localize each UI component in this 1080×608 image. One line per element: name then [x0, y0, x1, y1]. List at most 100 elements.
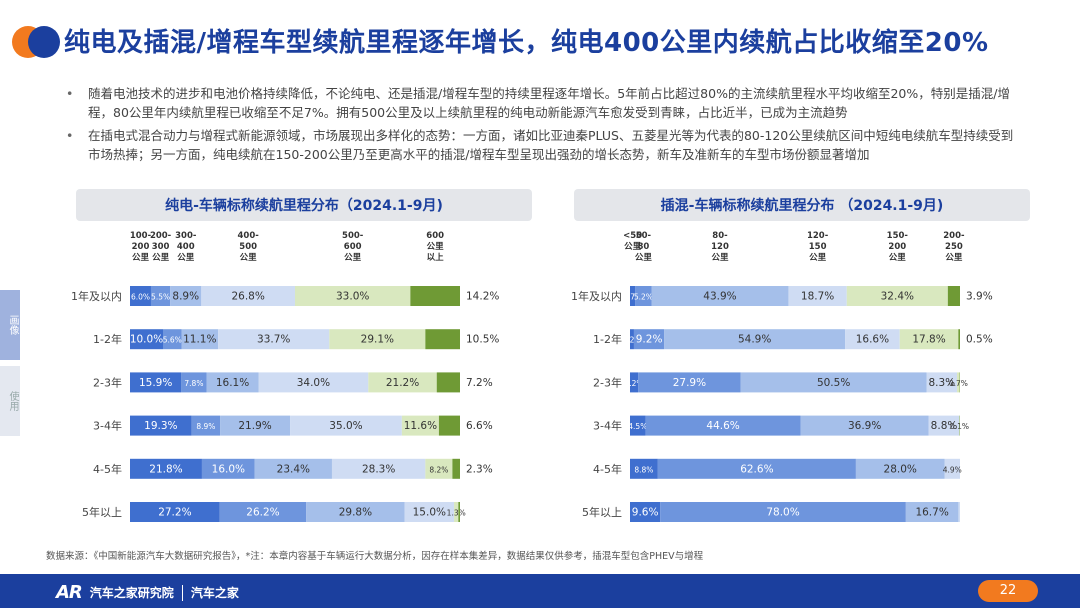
- row-category-label: 4-5年: [593, 462, 622, 476]
- brand-separator: [181, 584, 183, 601]
- data-label: 54.9%: [738, 334, 771, 346]
- bar-segment: [958, 502, 960, 522]
- row-category-label: 2-3年: [593, 375, 622, 389]
- bar-segment: [290, 415, 402, 436]
- bar-segment: [329, 329, 426, 350]
- bar-segment: [258, 372, 369, 393]
- data-label: 29.1%: [361, 334, 394, 346]
- data-label: 6.6%: [466, 420, 493, 432]
- data-label: 16.6%: [856, 334, 889, 346]
- row-category-label: 3-4年: [93, 419, 122, 433]
- bar-segment: [218, 329, 330, 350]
- data-label: 1.3%: [447, 509, 466, 518]
- row-category-label: 1年及以内: [71, 289, 122, 303]
- data-label: 9.2%: [636, 334, 663, 346]
- bar-segment: [633, 329, 665, 350]
- column-header-label: 120: [711, 242, 729, 252]
- column-header-label: 600: [344, 242, 362, 252]
- column-header-label: 150: [809, 242, 827, 252]
- data-label: 6.0%: [131, 293, 150, 302]
- data-label: 50.5%: [817, 377, 850, 389]
- column-header-label: 公里: [711, 253, 729, 263]
- column-header-label: 公里: [344, 253, 362, 263]
- phev-chart-title: 插混-车辆标称续航里程分布 （2024.1-9月): [574, 189, 1030, 221]
- bar-segment: [220, 415, 291, 436]
- bar-segment: [926, 372, 958, 393]
- bar-segment: [170, 286, 202, 306]
- column-header-label: 400-: [238, 231, 260, 241]
- bullet-2: 在插电式混合动力与增程式新能源领域，市场展现出多样化的态势：一方面，诸如比亚迪秦…: [64, 126, 1024, 164]
- bar-segment: [130, 372, 182, 393]
- bar-segment: [788, 286, 847, 306]
- bar-segment: [219, 502, 307, 522]
- data-label: 29.8%: [339, 507, 372, 519]
- side-tab-usage[interactable]: 使用: [0, 366, 20, 436]
- data-label: 16.7%: [915, 507, 948, 519]
- phev-range-stacked-bar-chart: <50公里50-80公里80-120公里120-150公里150-200公里20…: [571, 231, 993, 522]
- column-header-label: 400: [177, 242, 195, 252]
- bar-segment: [638, 372, 741, 393]
- column-header-label: 公里: [240, 253, 258, 263]
- data-label: 8.2%: [429, 465, 448, 474]
- bar-segment: [130, 286, 151, 306]
- data-label: 14.2%: [466, 291, 499, 303]
- column-header-label: 300: [152, 242, 170, 252]
- data-label: 17.8%: [912, 334, 945, 346]
- bar-segment: [944, 458, 960, 479]
- column-header-label: 公里: [177, 253, 195, 263]
- side-tab-profile[interactable]: 画像: [0, 290, 20, 360]
- data-label: 33.0%: [336, 291, 369, 303]
- data-label: 5.2%: [634, 293, 653, 302]
- data-label: 1.2%: [622, 336, 641, 345]
- bar-segment: [630, 415, 646, 436]
- bar-segment: [130, 502, 220, 522]
- data-label: 8.9%: [172, 291, 199, 303]
- bar-segment: [206, 372, 259, 393]
- bar-segment: [740, 372, 927, 393]
- bar-segment: [181, 329, 219, 350]
- data-label: 33.7%: [257, 334, 290, 346]
- data-label: 0.7%: [949, 379, 968, 388]
- data-label: 7.8%: [184, 379, 203, 388]
- column-header-label: 公里: [945, 253, 963, 263]
- bar-segment: [306, 502, 405, 522]
- brand-name: 汽车之家研究院: [89, 586, 174, 600]
- data-label: 35.0%: [329, 420, 362, 432]
- bar-segment: [958, 329, 960, 350]
- bullet-1: 随着电池技术的进步和电池价格持续降低，不论纯电、还是插混/增程车型的持续里程逐年…: [64, 84, 1024, 122]
- data-label: 0.1%: [950, 422, 969, 431]
- column-header-label: 公里: [809, 253, 827, 263]
- bar-segment: [630, 329, 634, 350]
- bar-segment: [957, 372, 960, 393]
- data-label: 28.3%: [362, 463, 395, 475]
- column-header-label: 200: [888, 242, 906, 252]
- column-header-label: 200: [132, 242, 150, 252]
- data-label: 19.3%: [144, 420, 177, 432]
- data-label: 8.8%: [931, 420, 958, 432]
- column-header-label: 公里: [889, 253, 907, 263]
- data-label: 5.6%: [163, 336, 182, 345]
- bar-segment: [425, 458, 453, 479]
- data-label: 26.8%: [231, 291, 264, 303]
- data-label: 8.3%: [928, 377, 955, 389]
- bar-segment: [855, 458, 945, 479]
- bar-segment: [181, 372, 207, 393]
- column-header-label: 500: [239, 242, 257, 252]
- data-label: 34.0%: [297, 377, 330, 389]
- data-label: 2.3%: [466, 463, 493, 475]
- data-label: 21.8%: [149, 463, 182, 475]
- bar-segment: [425, 329, 460, 350]
- ev-range-stacked-bar-chart: 100-200公里200-300公里300-400公里400-500公里500-…: [71, 231, 499, 522]
- data-label: 62.6%: [740, 463, 773, 475]
- row-category-label: 1年及以内: [571, 289, 622, 303]
- bar-segment: [630, 502, 661, 522]
- column-header-label: 公里: [624, 242, 642, 252]
- bar-segment: [947, 286, 960, 306]
- bar-segment: [254, 458, 332, 479]
- data-label: 3.9%: [966, 291, 993, 303]
- bar-segment: [660, 502, 906, 522]
- bar-segment: [664, 329, 846, 350]
- data-label: 21.2%: [386, 377, 419, 389]
- data-label: 11.1%: [183, 334, 216, 346]
- data-label: 18.7%: [801, 291, 834, 303]
